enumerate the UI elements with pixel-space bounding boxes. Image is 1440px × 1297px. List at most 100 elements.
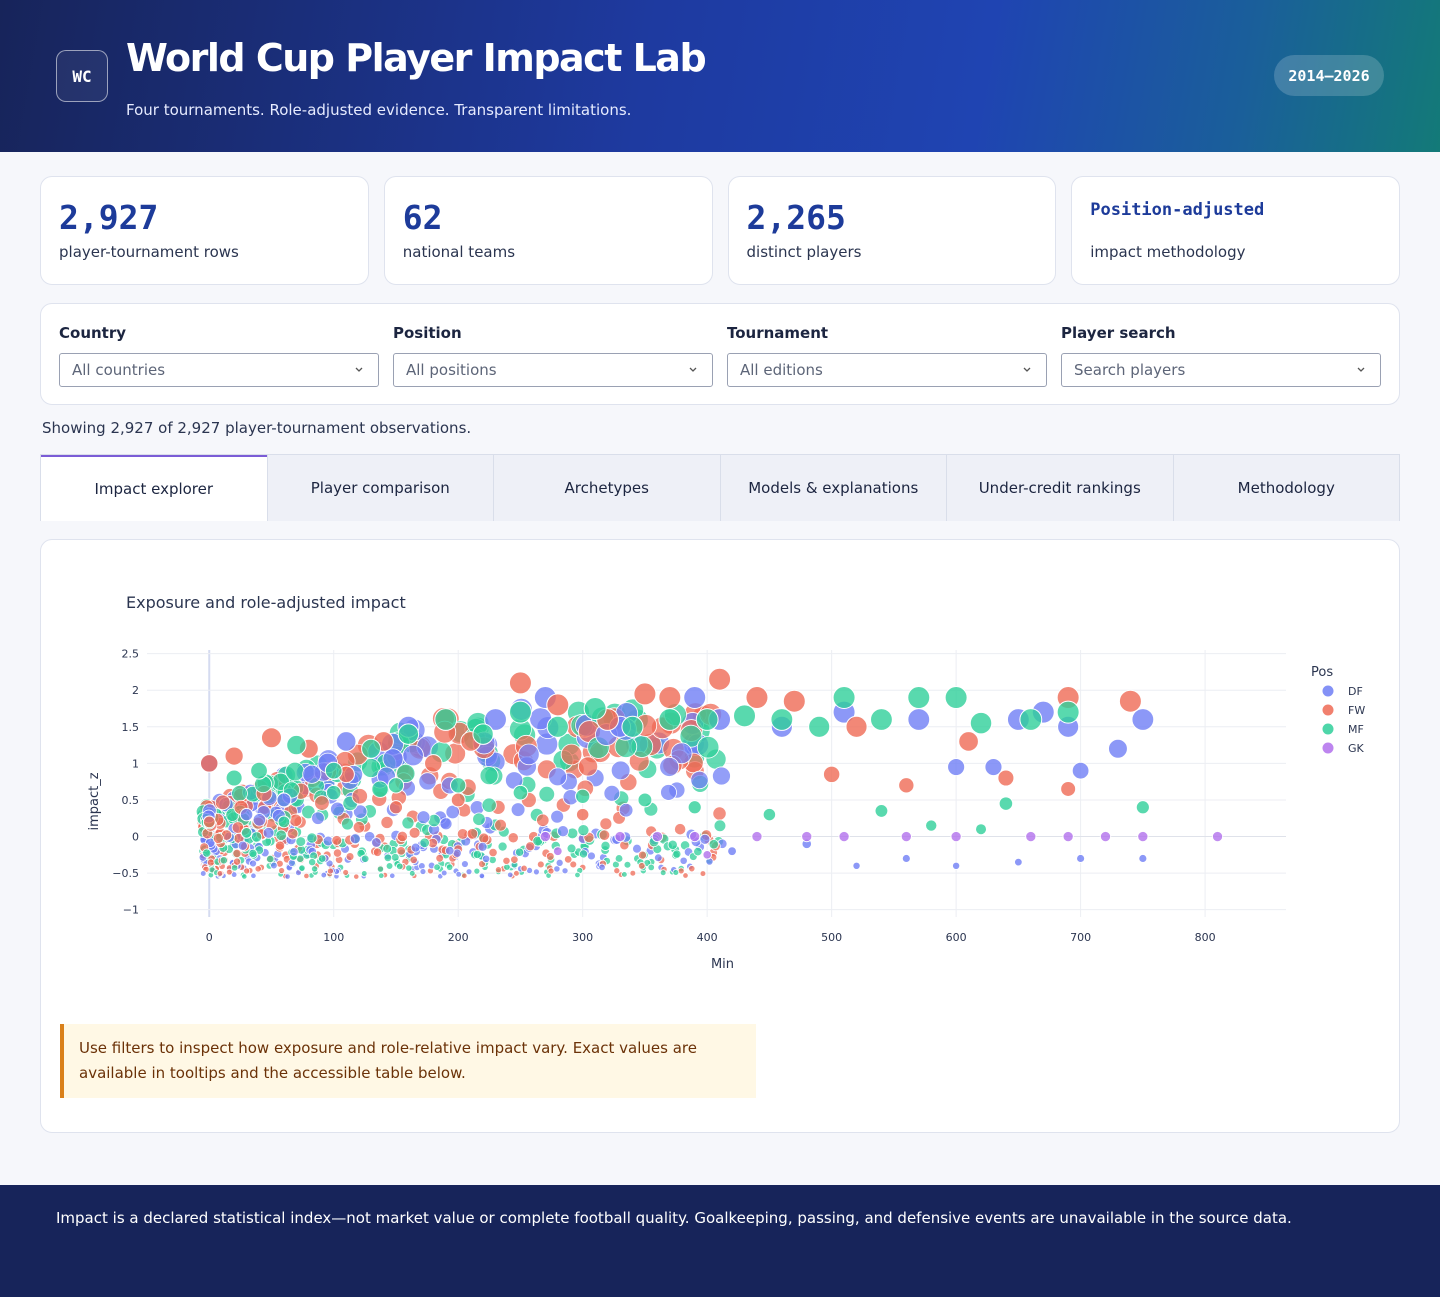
scatter-point [250, 761, 268, 780]
scatter-point [440, 869, 448, 877]
scatter-point [510, 855, 519, 864]
scatter-point [901, 853, 911, 864]
scatter-point [907, 708, 931, 731]
scatter-point [278, 867, 286, 875]
scatter-point [331, 835, 343, 846]
tab-methodology[interactable]: Methodology [1172, 455, 1400, 521]
scatter-point [574, 871, 581, 879]
tab-bar: Impact explorer Player comparison Archet… [40, 454, 1400, 521]
scatter-point [555, 858, 564, 867]
footer: Impact is a declared statistical index—n… [0, 1185, 1440, 1297]
scatter-point [285, 761, 305, 782]
scatter-point [578, 849, 589, 859]
scatter-point [550, 809, 565, 824]
tab-player-comparison[interactable]: Player comparison [266, 455, 494, 521]
scatter-point [838, 830, 850, 843]
legend-label: DF [1348, 685, 1363, 698]
scatter-point [389, 872, 396, 879]
scatter-point [569, 860, 578, 869]
scatter-point [518, 743, 540, 766]
tab-under-credit[interactable]: Under-credit rankings [946, 455, 1173, 521]
scatter-point [371, 780, 389, 798]
scatter-point [548, 767, 567, 787]
scatter-point [1060, 780, 1077, 797]
scatter-point [445, 804, 460, 820]
scatter-point [870, 708, 893, 731]
scatter-point [1062, 830, 1074, 843]
legend-title: Pos [1311, 665, 1333, 680]
tab-impact-explorer[interactable]: Impact explorer [41, 455, 267, 521]
scatter-point [376, 865, 385, 873]
tab-models[interactable]: Models & explanations [719, 455, 947, 521]
filter-label: Position [393, 324, 462, 342]
scatter-point [390, 853, 400, 862]
scatter-point [478, 872, 486, 880]
player-search-select[interactable]: Search players [1061, 353, 1381, 387]
tournament-filter: Tournament All editions [727, 324, 1047, 387]
scatter-point [638, 862, 646, 870]
scatter-point [351, 788, 368, 805]
scatter-point [243, 867, 251, 875]
scatter-point [733, 704, 757, 728]
legend-marker [1322, 742, 1334, 754]
scatter-point [1019, 708, 1043, 731]
scatter-point [455, 871, 462, 878]
scatter-point [690, 770, 709, 790]
scatter-point [659, 869, 667, 877]
scatter-point [679, 856, 688, 865]
scatter-point [587, 851, 596, 861]
scatter-point [614, 830, 626, 843]
info-note: Use filters to inspect how exposure and … [60, 1024, 756, 1098]
scatter-point [654, 853, 663, 863]
chevron-down-icon [1357, 367, 1365, 372]
scatter-point [618, 802, 634, 818]
years-badge: 2014–2026 [1274, 55, 1384, 96]
scatter-point [445, 846, 455, 856]
scatter-point [712, 806, 727, 821]
scatter-point [667, 839, 678, 850]
legend-label: MF [1348, 723, 1364, 736]
scatter-point [276, 792, 292, 808]
legend-label: GK [1348, 742, 1365, 755]
scatter-point [660, 784, 677, 801]
scatter-point [302, 764, 322, 784]
scatter-point [284, 873, 291, 880]
scatter-point [600, 840, 611, 851]
scatter-point [445, 863, 454, 871]
scatter-point [647, 863, 655, 872]
kpi-card-teams: 62 national teams [383, 176, 713, 285]
scatter-plot[interactable]: 0 100 200 300 400 500 600 700 800 2.5 2 1.5 1 0.5 0 −0.… [41, 540, 1399, 1010]
result-count: Showing 2,927 of 2,927 player-tournament… [42, 419, 472, 437]
scatter-point [286, 827, 299, 840]
scatter-point [944, 686, 968, 710]
scatter-point [456, 828, 469, 840]
scatter-point [418, 772, 437, 791]
app-header: WC World Cup Player Impact Lab Four tour… [0, 0, 1440, 152]
scatter-point [525, 841, 536, 852]
scatter-point [633, 682, 657, 706]
footer-text: Impact is a declared statistical index—n… [56, 1209, 1292, 1227]
scatter-point [1013, 857, 1023, 867]
scatter-point [342, 869, 350, 876]
scatter-point [713, 819, 727, 833]
scatter-point [1107, 738, 1128, 759]
tournament-select[interactable]: All editions [727, 353, 1047, 387]
impact-explorer-panel: Exposure and role-adjusted impact 0 100 20… [40, 539, 1400, 1133]
country-select[interactable]: All countries [59, 353, 379, 387]
scatter-point [308, 858, 317, 867]
y-tick-label: 0.5 [122, 794, 140, 807]
x-axis-label: Min [711, 957, 734, 972]
position-select[interactable]: All positions [393, 353, 713, 387]
scatter-point [405, 864, 413, 872]
scatter-point [402, 744, 424, 767]
scatter-point [613, 867, 621, 875]
scatter-point [401, 816, 415, 830]
x-tick-label: 700 [1070, 931, 1091, 944]
scatter-point [494, 866, 503, 874]
scatter-point [598, 829, 611, 841]
scatter-point [378, 872, 385, 879]
scatter-point [845, 715, 868, 738]
tab-archetypes[interactable]: Archetypes [493, 455, 720, 521]
scatter-point [958, 731, 979, 752]
scatter-point [696, 735, 720, 759]
